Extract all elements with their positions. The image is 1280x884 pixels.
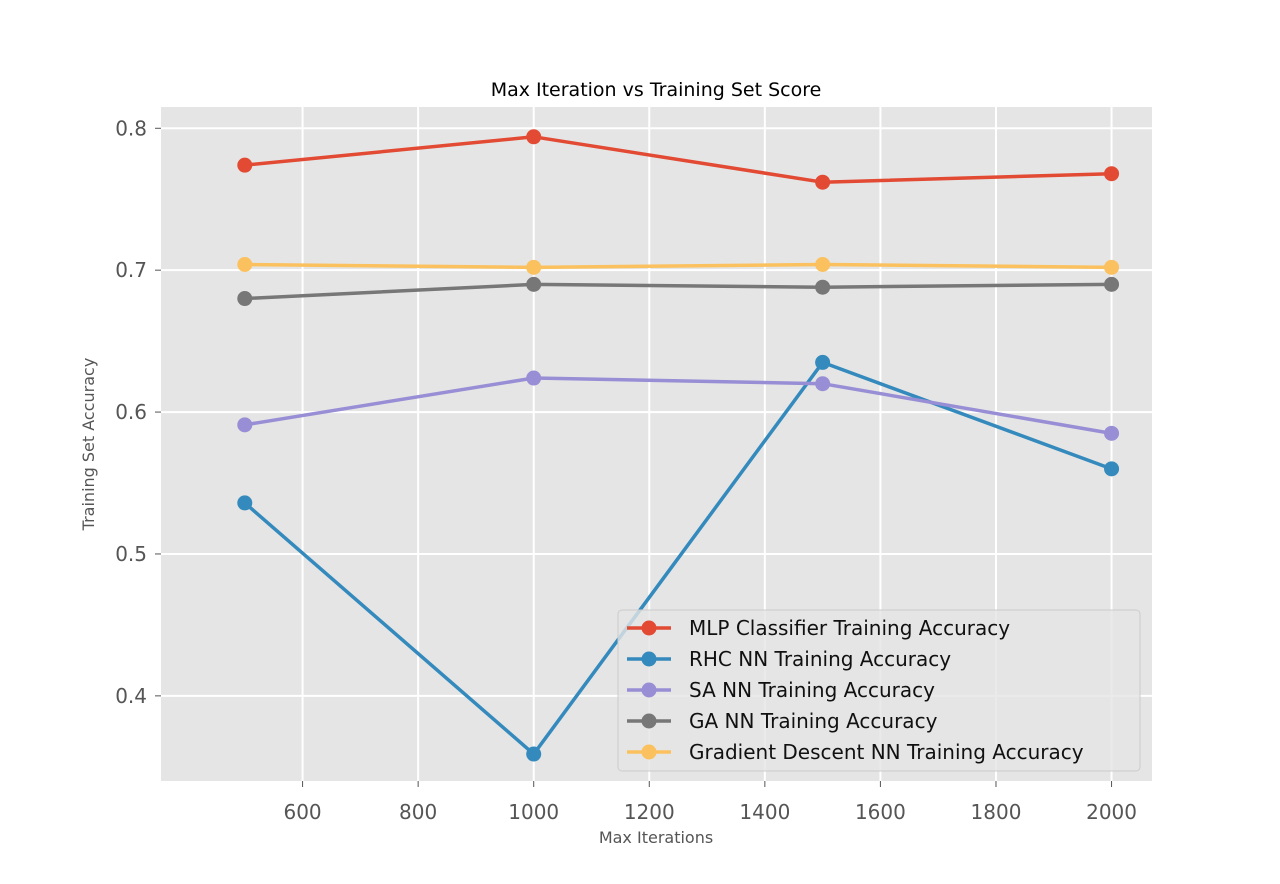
series-3 xyxy=(237,370,1120,441)
legend-label: RHC NN Training Accuracy xyxy=(689,647,951,671)
y-tick-label: 0.4 xyxy=(115,684,147,708)
series-4 xyxy=(237,276,1120,307)
x-tick-label: 600 xyxy=(283,800,321,824)
series-line xyxy=(243,360,1114,756)
data-point xyxy=(526,746,542,762)
legend-item: MLP Classifier Training Accuracy xyxy=(627,616,1010,640)
y-tick-label: 0.8 xyxy=(115,116,147,140)
legend-item: RHC NN Training Accuracy xyxy=(627,647,951,671)
data-point xyxy=(237,417,253,433)
data-point xyxy=(1104,425,1120,441)
data-point xyxy=(526,129,542,145)
data-point xyxy=(1104,259,1120,275)
x-tick-label: 1400 xyxy=(739,800,790,824)
legend-marker xyxy=(641,744,657,760)
data-point xyxy=(237,157,253,173)
data-point xyxy=(815,174,831,190)
legend-marker xyxy=(641,620,657,636)
data-point xyxy=(815,376,831,392)
series-line xyxy=(243,282,1114,301)
data-point xyxy=(237,495,253,511)
data-point xyxy=(237,291,253,307)
data-point xyxy=(237,257,253,273)
y-tick-label: 0.7 xyxy=(115,258,147,282)
x-tick-label: 1000 xyxy=(508,800,559,824)
x-axis-ticks: 600 800 1000 1200 1400 1600 1800 2000 xyxy=(283,781,1137,824)
y-tick-label: 0.6 xyxy=(115,400,147,424)
x-tick-label: 1800 xyxy=(971,800,1022,824)
legend-marker xyxy=(641,682,657,698)
x-tick-label: 1600 xyxy=(855,800,906,824)
legend-label: MLP Classifier Training Accuracy xyxy=(689,616,1010,640)
series-1 xyxy=(237,129,1120,190)
y-axis-label: Training Set Accuracy xyxy=(79,358,98,532)
x-tick-label: 2000 xyxy=(1086,800,1137,824)
data-point xyxy=(526,259,542,275)
legend-label: SA NN Training Accuracy xyxy=(689,678,935,702)
x-tick-label: 1200 xyxy=(624,800,675,824)
legend-label: GA NN Training Accuracy xyxy=(689,709,938,733)
series-5 xyxy=(237,257,1120,275)
data-point xyxy=(815,257,831,273)
legend-label: Gradient Descent NN Training Accuracy xyxy=(689,740,1084,764)
data-point xyxy=(815,354,831,370)
data-point xyxy=(1104,166,1120,182)
data-point xyxy=(1104,276,1120,292)
legend-box xyxy=(617,609,1141,772)
data-point xyxy=(1104,461,1120,477)
series-line xyxy=(243,262,1114,270)
data-point xyxy=(815,279,831,295)
series-group xyxy=(237,129,1120,762)
series-line xyxy=(243,376,1114,436)
legend: MLP Classifier Training Accuracy RHC NN T… xyxy=(617,609,1141,772)
series-line xyxy=(243,135,1114,184)
x-tick-label: 800 xyxy=(399,800,437,824)
data-point xyxy=(526,276,542,292)
legend-marker xyxy=(641,651,657,667)
x-axis-label: Max Iterations xyxy=(599,828,713,847)
data-point xyxy=(526,370,542,386)
chart-title: Max Iteration vs Training Set Score xyxy=(491,79,822,101)
y-axis-ticks: 0.4 0.5 0.6 0.7 0.8 xyxy=(115,116,161,708)
legend-item: GA NN Training Accuracy xyxy=(627,709,938,733)
legend-marker xyxy=(641,713,657,729)
y-tick-label: 0.5 xyxy=(115,542,147,566)
legend-item: SA NN Training Accuracy xyxy=(627,678,935,702)
series-2 xyxy=(237,354,1120,762)
legend-item: Gradient Descent NN Training Accuracy xyxy=(627,740,1084,764)
